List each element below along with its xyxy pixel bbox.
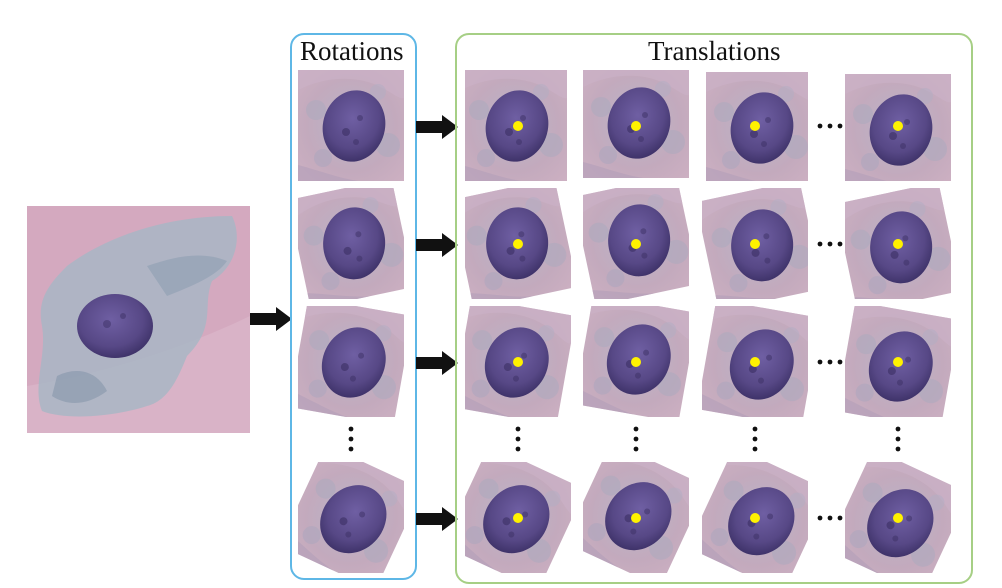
- right-arrow-icon: [416, 115, 458, 139]
- translation-tile: [583, 306, 689, 417]
- center-dot-icon: [750, 239, 760, 249]
- right-arrow-icon: [250, 307, 292, 331]
- translation-tile: [465, 306, 571, 417]
- center-dot-icon: [631, 513, 641, 523]
- horizontal-ellipsis-icon: [817, 241, 843, 247]
- center-dot-icon: [631, 239, 641, 249]
- center-dot-icon: [631, 357, 641, 367]
- right-arrow-icon: [416, 233, 458, 257]
- right-arrow-icon: [416, 507, 458, 531]
- center-dot-icon: [513, 357, 523, 367]
- center-dot-icon: [750, 357, 760, 367]
- translation-tile: [702, 70, 808, 181]
- translation-tile: [583, 188, 689, 299]
- vertical-ellipsis-icon: [633, 426, 639, 452]
- original-cell-image: [27, 206, 250, 433]
- center-dot-icon: [893, 357, 903, 367]
- vertical-ellipsis-icon: [348, 426, 354, 452]
- center-dot-icon: [631, 121, 641, 131]
- translation-tile: [702, 462, 808, 573]
- translation-tile: [845, 306, 951, 417]
- vertical-ellipsis-icon: [515, 426, 521, 452]
- translation-tile: [845, 462, 951, 573]
- rotations-frame: [290, 33, 417, 580]
- center-dot-icon: [893, 239, 903, 249]
- vertical-ellipsis-icon: [752, 426, 758, 452]
- rotation-tile-2: [298, 188, 404, 299]
- translation-tile: [583, 462, 689, 573]
- horizontal-ellipsis-icon: [817, 515, 843, 521]
- vertical-ellipsis-icon: [895, 426, 901, 452]
- translation-tile: [702, 188, 808, 299]
- center-dot-icon: [893, 513, 903, 523]
- center-dot-icon: [513, 121, 523, 131]
- center-dot-icon: [750, 121, 760, 131]
- rotation-tile-1: [298, 70, 404, 181]
- translation-tile: [583, 70, 689, 181]
- rotation-tile-4: [298, 462, 404, 573]
- rotation-tile-3: [298, 306, 404, 417]
- center-dot-icon: [750, 513, 760, 523]
- translation-tile: [465, 462, 571, 573]
- translation-tile: [465, 188, 571, 299]
- rotations-label: Rotations: [300, 36, 404, 66]
- translation-tile: [845, 70, 951, 181]
- translation-tile: [702, 306, 808, 417]
- translations-frame: [455, 33, 973, 584]
- translation-tile: [845, 188, 951, 299]
- translation-tile: [465, 70, 571, 181]
- center-dot-icon: [513, 513, 523, 523]
- right-arrow-icon: [416, 351, 458, 375]
- center-dot-icon: [893, 121, 903, 131]
- horizontal-ellipsis-icon: [817, 123, 843, 129]
- center-dot-icon: [513, 239, 523, 249]
- translations-label: Translations: [648, 36, 781, 66]
- horizontal-ellipsis-icon: [817, 359, 843, 365]
